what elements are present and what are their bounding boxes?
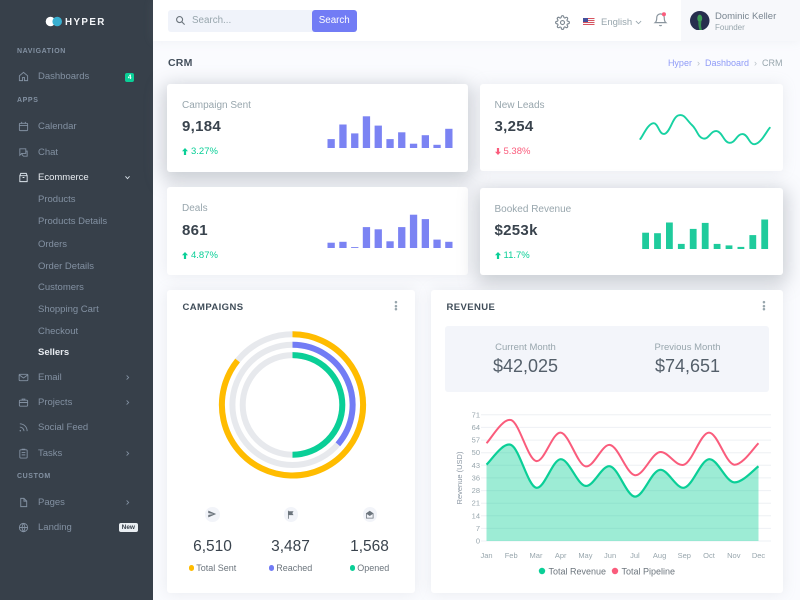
svg-text:Aug: Aug [652, 551, 665, 560]
svg-text:Nov: Nov [727, 551, 741, 560]
svg-text:36: 36 [471, 473, 479, 482]
svg-text:71: 71 [471, 410, 479, 419]
svg-text:Jun: Jun [604, 551, 616, 560]
svg-text:Dec: Dec [751, 551, 765, 560]
svg-text:Revenue (USD): Revenue (USD) [455, 451, 464, 504]
svg-text:21: 21 [471, 499, 479, 508]
svg-text:43: 43 [471, 461, 479, 470]
svg-text:64: 64 [471, 423, 479, 432]
svg-text:Jan: Jan [480, 551, 492, 560]
svg-text:Jul: Jul [630, 551, 640, 560]
svg-text:HYPER: HYPER [65, 17, 106, 28]
svg-text:28: 28 [471, 486, 479, 495]
svg-text:Sep: Sep [677, 551, 690, 560]
svg-text:Total Revenue: Total Revenue [548, 566, 606, 576]
svg-text:Oct: Oct [703, 551, 716, 560]
svg-text:Feb: Feb [504, 551, 517, 560]
svg-text:57: 57 [471, 436, 479, 445]
svg-text:14: 14 [471, 511, 479, 520]
svg-text:Mar: Mar [529, 551, 542, 560]
svg-text:Apr: Apr [554, 551, 566, 560]
svg-text:May: May [578, 551, 592, 560]
svg-text:50: 50 [471, 448, 479, 457]
svg-text:7: 7 [475, 524, 479, 533]
svg-text:0: 0 [475, 537, 479, 546]
svg-text:Total Pipeline: Total Pipeline [621, 566, 675, 576]
